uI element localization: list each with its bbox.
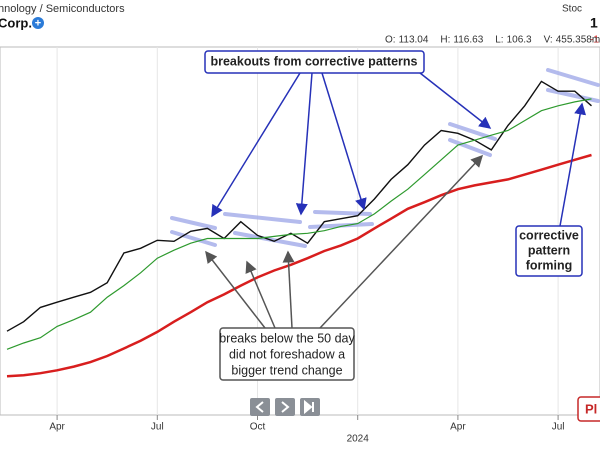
arrow xyxy=(419,72,492,129)
pattern-line xyxy=(170,230,217,247)
sector: hnology / Semiconductors xyxy=(0,3,125,15)
arrow xyxy=(319,154,484,329)
series-line xyxy=(6,98,592,350)
arrow xyxy=(559,102,587,227)
series-lines xyxy=(6,80,592,378)
annotation-text: corrective xyxy=(519,228,579,242)
annotation-box xyxy=(219,327,355,381)
annotation-box xyxy=(515,225,583,277)
next-button[interactable] xyxy=(275,398,295,416)
x-tick-label: Jul xyxy=(151,422,164,433)
x-tick-label: Apr xyxy=(450,422,466,433)
change-fragment: -1 xyxy=(590,35,599,46)
pattern-line xyxy=(223,212,302,224)
arrow xyxy=(211,72,301,218)
series-line xyxy=(6,80,592,332)
quote-name: O: xyxy=(385,35,396,46)
plus-button[interactable] xyxy=(577,396,600,422)
quote-name: L: xyxy=(495,35,503,46)
quote-name: V: xyxy=(544,35,553,46)
x-tick-label: Jul xyxy=(552,422,565,433)
blue-arrows xyxy=(211,72,587,227)
brand: Stoc xyxy=(562,4,582,15)
title: Corp. xyxy=(0,15,32,30)
prev-icon xyxy=(255,401,264,413)
add-icon[interactable] xyxy=(32,17,44,29)
pattern-line xyxy=(448,138,492,157)
quote-name: H: xyxy=(440,35,450,46)
annotation-text: did not foreshadow a xyxy=(229,347,345,361)
arrow xyxy=(295,72,313,216)
arrow xyxy=(205,250,266,329)
pattern-line xyxy=(170,216,217,230)
arrow xyxy=(245,260,276,329)
annotation-box xyxy=(204,50,425,74)
plus-button-text: Pl xyxy=(585,401,597,416)
arrow xyxy=(282,250,295,329)
x-tick-label: Oct xyxy=(250,422,266,433)
annotation-text: pattern xyxy=(528,243,570,257)
pattern-line xyxy=(313,210,372,216)
series-line xyxy=(6,153,592,378)
quote-value: 455.358m xyxy=(556,35,600,46)
next-icon xyxy=(281,401,290,413)
quote: O: 113.04 H: 116.63 L: 106.3 V: 455.358m xyxy=(385,35,600,46)
quote-value: 106.3 xyxy=(507,35,532,46)
arrow xyxy=(321,72,367,211)
x-axis: Apr Jul Oct 2024 Apr Jul xyxy=(49,415,564,445)
annotations: breakouts from corrective patterns breaks… xyxy=(210,54,578,377)
x-tick-label: 2024 xyxy=(347,434,370,445)
gray-arrows xyxy=(205,154,484,329)
annotation-text: breaks below the 50 day xyxy=(219,331,355,345)
annotation-text: forming xyxy=(526,258,573,272)
prev-button[interactable] xyxy=(250,398,270,416)
annotation-text: breakouts from corrective patterns xyxy=(210,54,417,68)
nav-buttons xyxy=(250,398,320,416)
quote-value: 113.04 xyxy=(399,35,429,46)
pattern-line xyxy=(546,68,600,87)
add-icon-plus: + xyxy=(35,17,41,29)
quote-value: 116.63 xyxy=(453,35,483,46)
x-tick-label: Apr xyxy=(49,422,65,433)
end-icon xyxy=(304,399,314,415)
price-fragment: 1 xyxy=(590,15,598,31)
annotation-text: bigger trend change xyxy=(231,363,342,377)
plot-frame xyxy=(0,46,600,416)
